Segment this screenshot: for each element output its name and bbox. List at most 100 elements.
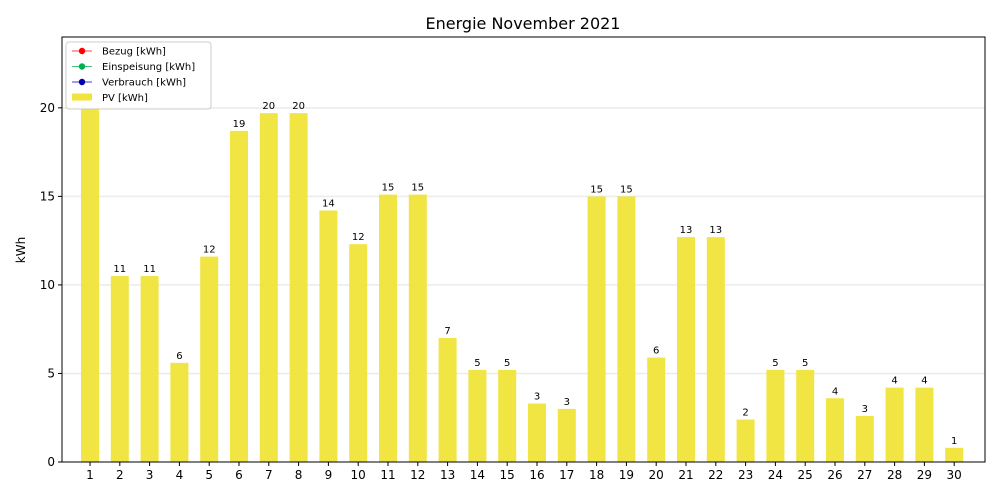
legend-swatch [72,93,92,101]
x-tick-label: 11 [380,468,395,482]
bar-data-label: 5 [504,358,510,369]
x-tick-label: 26 [827,468,842,482]
bar [915,387,934,462]
bar-data-label: 14 [322,199,335,210]
bar [528,403,546,462]
x-tick-label: 27 [857,468,872,482]
bar [200,256,219,462]
legend-marker [78,47,86,55]
x-tick-label: 19 [619,468,634,482]
bar [259,113,278,462]
bar [438,338,457,462]
bar-data-label: 1 [951,436,957,447]
bar-data-label: 15 [590,184,603,195]
bar-data-label: 5 [802,358,808,369]
bar [289,113,308,462]
bar-data-label: 4 [891,376,897,387]
bar-data-label: 6 [176,351,182,362]
x-tick-label: 15 [500,468,515,482]
x-tick-label: 16 [529,468,544,482]
y-axis: 0 5 10 15 20 [40,101,62,469]
bar-data-label: 13 [680,225,693,236]
x-tick-label: 1 [86,468,94,482]
bar-data-label: 19 [233,119,246,130]
bar [110,276,129,462]
x-tick-label: 12 [410,468,425,482]
bar [81,107,99,462]
bar [379,194,397,462]
bar [945,447,964,462]
x-tick-label: 25 [798,468,813,482]
bar-data-label: 13 [709,225,722,236]
bar-data-label: 7 [444,326,450,337]
bar [677,237,695,462]
bar [319,210,338,462]
x-tick-label: 14 [470,468,485,482]
legend-marker [78,63,86,70]
x-tick-label: 20 [649,468,664,482]
bar [647,357,666,462]
x-tick-label: 30 [947,468,962,482]
bar [885,387,904,462]
x-tick-label: 23 [738,468,753,482]
bar [796,369,815,462]
bar [498,369,517,462]
legend: Bezug [kWh] Einspeisung [kWh] Verbrauch [k… [65,41,212,110]
bar [736,419,755,462]
bar-data-label: 5 [474,358,480,369]
bar-data-label: 20 [292,101,305,112]
bar [140,276,159,462]
x-tick-label: 29 [917,468,932,482]
x-tick-label: 18 [589,468,604,482]
x-tick-label: 22 [708,468,723,482]
y-tick-label: 5 [47,366,55,380]
x-tick-label: 8 [295,468,303,482]
x-tick-label: 24 [768,468,783,482]
bar [230,130,248,462]
x-tick-label: 17 [559,468,574,482]
x-tick-label: 3 [146,468,154,482]
x-tick-label: 4 [176,468,184,482]
bar-data-label: 11 [113,264,126,275]
x-tick-label: 21 [678,468,693,482]
legend-box [65,41,212,110]
x-tick-label: 9 [325,468,333,482]
bar-data-label: 4 [832,386,838,397]
bar [349,244,368,462]
legend-label: Bezug [kWh] [102,47,166,58]
bar [706,237,725,462]
y-tick-label: 10 [40,278,55,292]
x-axis: 1 2 3 4 5 6 7 8 9 10 11 12 13 14 15 16 17 18 19 20 21 22 23 24 2… [86,462,962,482]
bar-series [81,107,964,462]
x-tick-label: 7 [265,468,273,482]
legend-label: Verbrauch [kWh] [102,78,186,89]
x-tick-label: 10 [351,468,366,482]
x-tick-label: 6 [235,468,243,482]
x-tick-label: 2 [116,468,124,482]
bar [170,362,189,462]
y-axis-label: kWh [14,237,28,263]
x-tick-label: 5 [205,468,213,482]
bar [587,196,606,462]
x-tick-label: 13 [440,468,455,482]
bar-data-label: 12 [203,245,216,256]
bar [468,369,487,462]
bar [855,415,874,462]
y-tick-label: 20 [40,101,55,115]
bar [557,408,576,462]
bar-data-label: 3 [862,404,868,415]
bar [408,194,427,462]
bar-data-label: 15 [620,184,633,195]
bar-data-label: 15 [382,183,395,194]
plot-frame [61,36,986,463]
chart-title: Energie November 2021 [426,14,621,33]
y-tick-label: 15 [40,189,55,203]
bar-data-label: 6 [653,346,659,357]
bar-data-label: 4 [921,376,927,387]
legend-label: Einspeisung [kWh] [102,62,195,73]
bar [766,369,785,462]
x-tick-label: 28 [887,468,902,482]
bar-data-label: 15 [411,183,424,194]
